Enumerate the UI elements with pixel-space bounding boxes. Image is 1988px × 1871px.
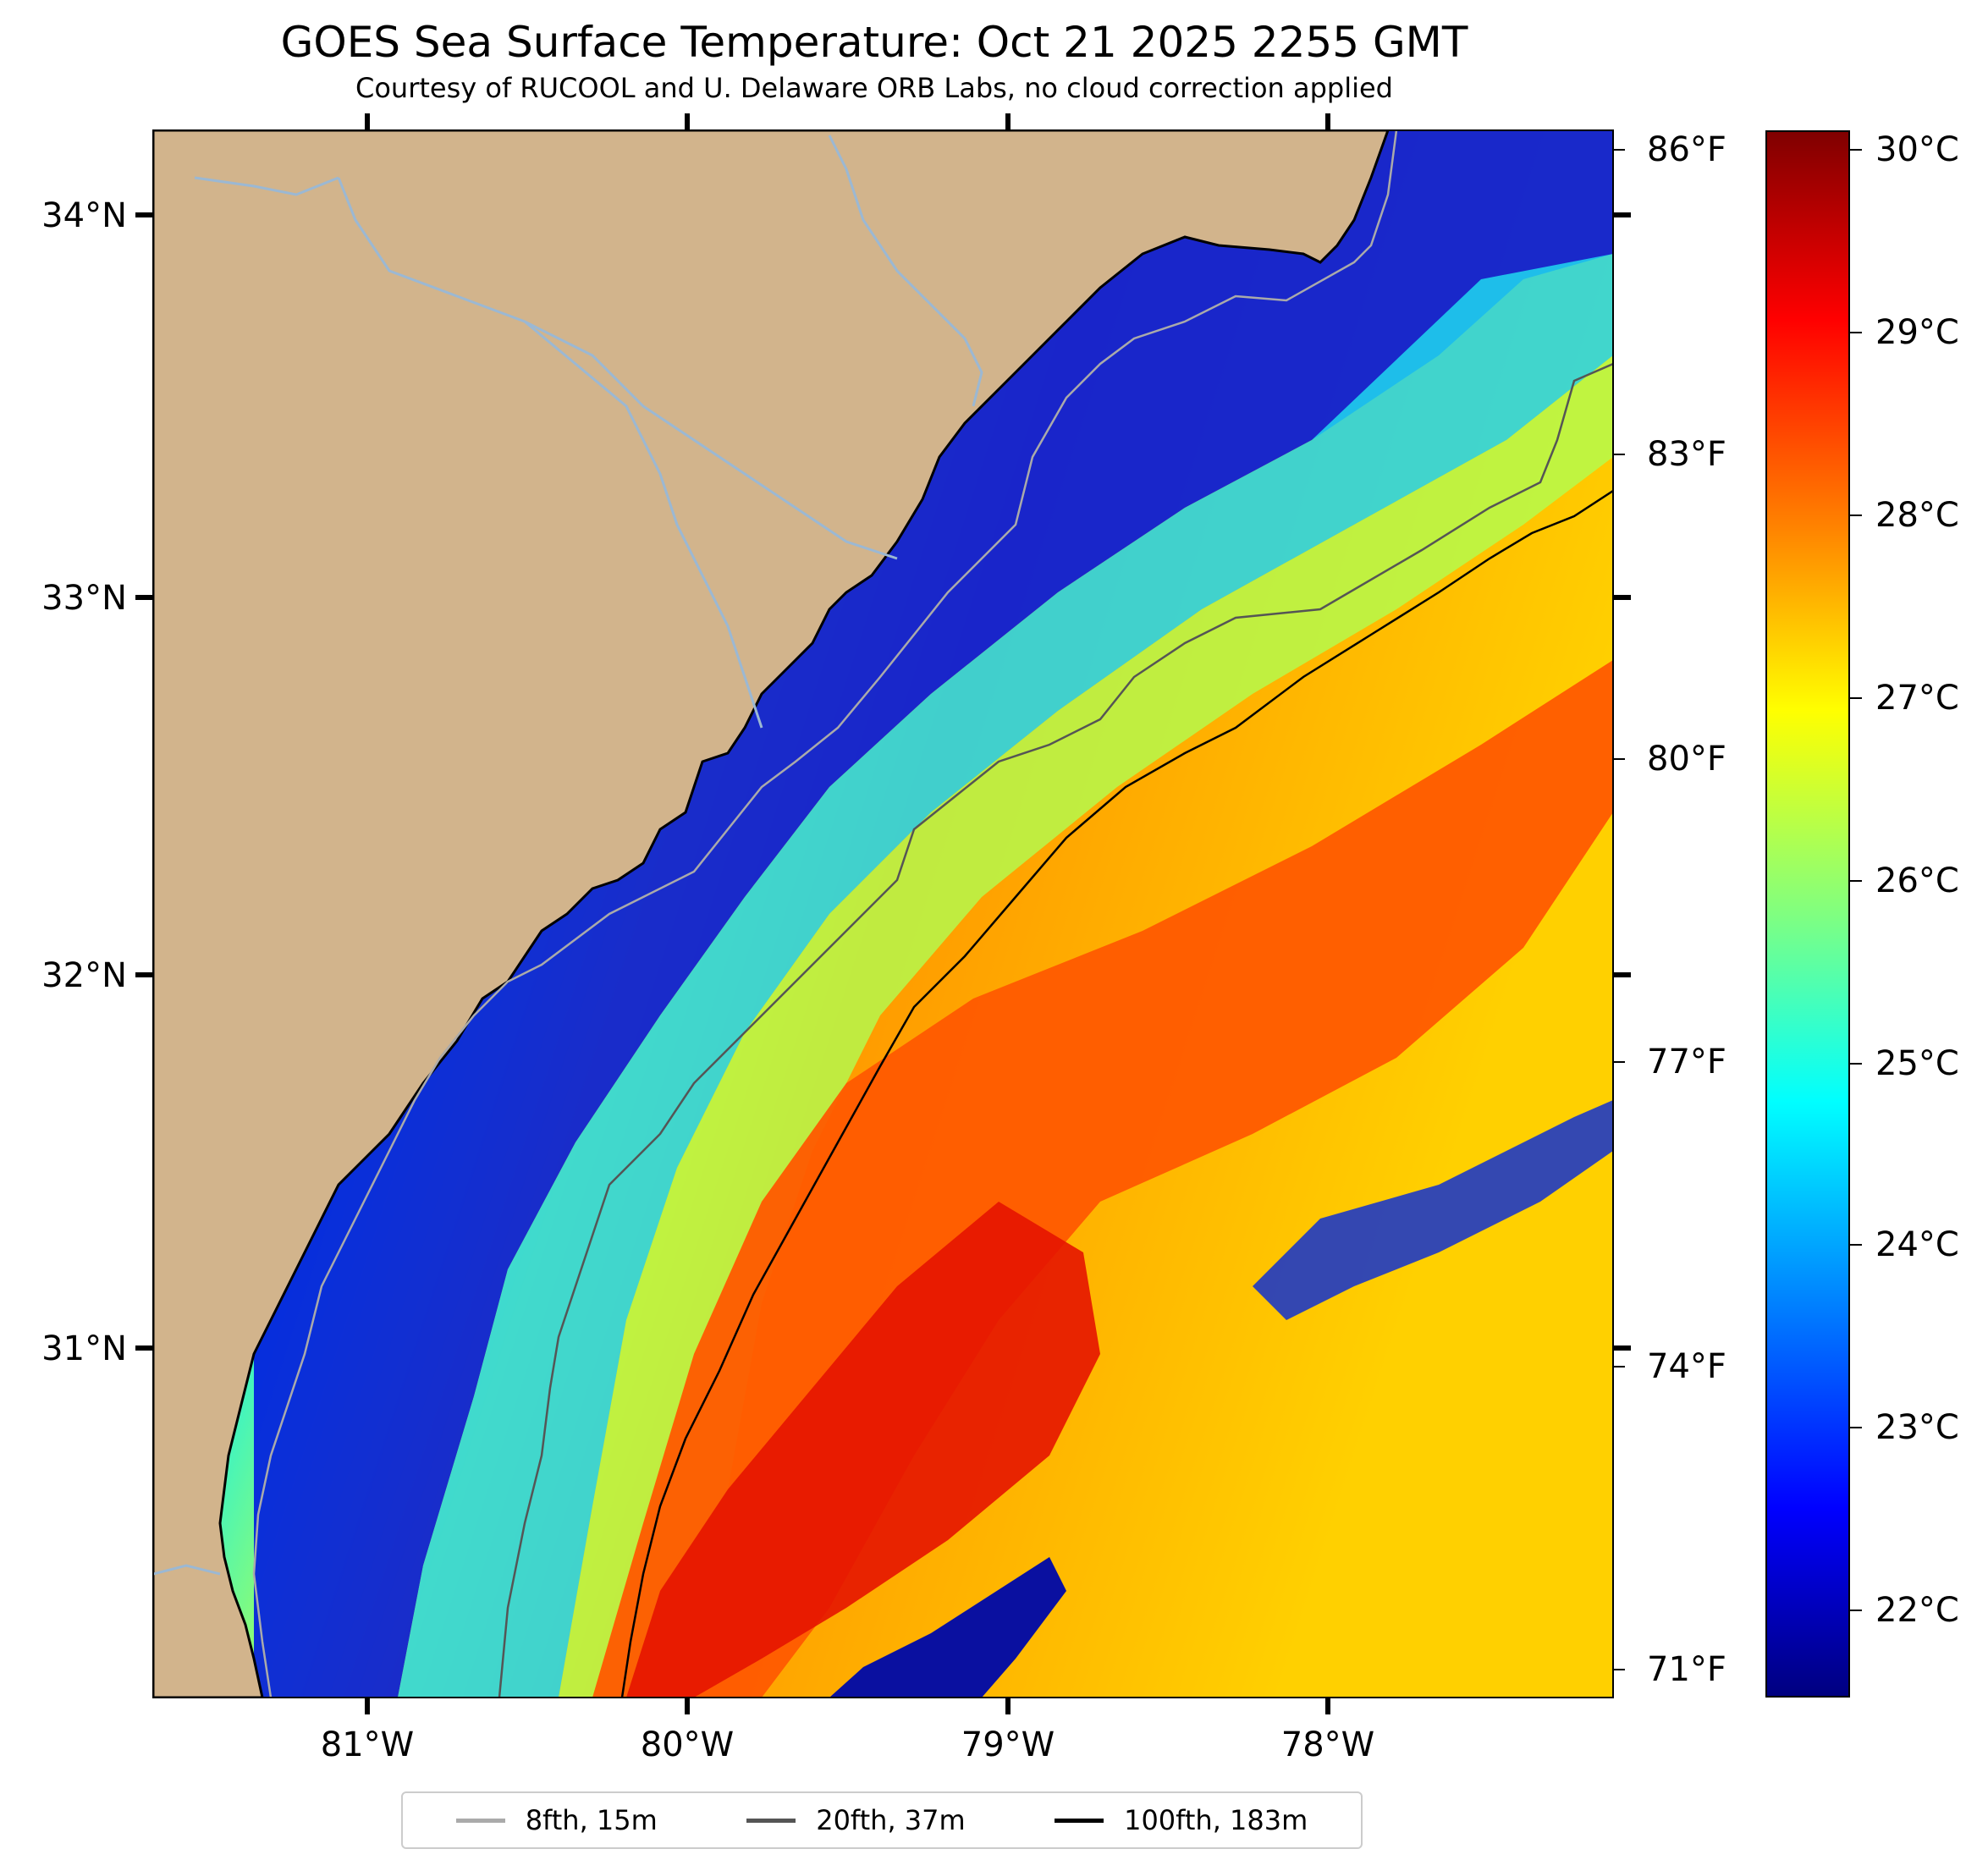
- colorbar-tick: [1850, 1427, 1862, 1428]
- colorbar-tick: [1850, 1610, 1862, 1611]
- lat-label-32: 32°N: [41, 956, 127, 995]
- legend-label-100fth: 100fth, 183m: [1124, 1804, 1308, 1836]
- f-tick: [1613, 149, 1625, 151]
- isobath-100fth-line: [620, 489, 1613, 1698]
- isobath-legend: 8fth, 15m 20fth, 37m 100fth, 183m: [401, 1791, 1363, 1849]
- temperature-colorbar: [1765, 130, 1850, 1698]
- colorbar-tick: [1850, 1063, 1862, 1065]
- colorbar-tick: [1850, 332, 1862, 333]
- f-label-77: 77°F: [1647, 1043, 1726, 1081]
- cbar-label-26: 26°C: [1875, 861, 1959, 900]
- colorbar-tick: [1850, 515, 1862, 516]
- f-tick: [1613, 1061, 1625, 1063]
- cbar-label-29: 29°C: [1875, 313, 1959, 352]
- f-label-74: 74°F: [1647, 1347, 1726, 1386]
- legend-item-100fth: 100fth, 183m: [1055, 1804, 1308, 1836]
- map-subtitle: Courtesy of RUCOOL and U. Delaware ORB L…: [355, 72, 1393, 104]
- f-tick: [1613, 1669, 1625, 1670]
- f-label-86: 86°F: [1647, 130, 1726, 169]
- river-lines: [153, 135, 983, 1576]
- cbar-label-28: 28°C: [1875, 496, 1959, 535]
- f-label-71: 71°F: [1647, 1650, 1726, 1689]
- map-title: GOES Sea Surface Temperature: Oct 21 202…: [280, 18, 1468, 67]
- cbar-label-24: 24°C: [1875, 1225, 1959, 1264]
- legend-swatch-100fth: [1055, 1818, 1104, 1823]
- legend-item-20fth: 20fth, 37m: [746, 1804, 966, 1836]
- legend-label-8fth: 8fth, 15m: [525, 1804, 658, 1836]
- offshore-cold-patches: [1253, 1100, 1613, 1320]
- legend-label-20fth: 20fth, 37m: [816, 1804, 966, 1836]
- isobath-8fth-line: [252, 130, 1398, 1698]
- cbar-label-22: 22°C: [1875, 1591, 1959, 1630]
- land-mass: [153, 130, 1390, 1698]
- isobath-20fth-line: [498, 362, 1613, 1698]
- lon-label-81: 81°W: [321, 1725, 414, 1764]
- f-tick: [1613, 758, 1625, 760]
- colorbar-tick: [1850, 697, 1862, 699]
- longitude-ticks: [365, 113, 1330, 1714]
- f-label-80: 80°F: [1647, 740, 1726, 779]
- offshore-cold-filament: [829, 1557, 1066, 1698]
- legend-swatch-20fth: [746, 1818, 796, 1823]
- lon-label-78: 78°W: [1281, 1725, 1374, 1764]
- colorbar-tick: [1850, 880, 1862, 882]
- gulf-stream-hot-eddy: [626, 1202, 1100, 1698]
- lat-label-34: 34°N: [41, 196, 127, 235]
- f-tick: [1613, 1366, 1625, 1367]
- cbar-label-30: 30°C: [1875, 130, 1959, 169]
- colorbar-tick: [1850, 149, 1862, 151]
- legend-item-8fth: 8fth, 15m: [455, 1804, 658, 1836]
- legend-swatch-8fth: [455, 1818, 505, 1823]
- lon-label-79: 79°W: [961, 1725, 1055, 1764]
- lat-label-31: 31°N: [41, 1329, 127, 1368]
- cbar-label-27: 27°C: [1875, 679, 1959, 718]
- plot-frame: [152, 129, 1614, 1698]
- latitude-ticks: [135, 212, 1631, 1351]
- lon-label-80: 80°W: [641, 1725, 734, 1764]
- cbar-label-23: 23°C: [1875, 1408, 1959, 1447]
- colorbar-tick: [1850, 1244, 1862, 1246]
- f-label-83: 83°F: [1647, 435, 1726, 474]
- cbar-label-25: 25°C: [1875, 1044, 1959, 1083]
- f-tick: [1613, 454, 1625, 455]
- lat-label-33: 33°N: [41, 579, 127, 618]
